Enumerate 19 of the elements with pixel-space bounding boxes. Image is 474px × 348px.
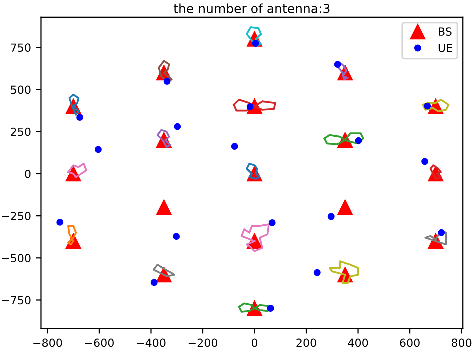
x-tick-label: −600 — [85, 338, 114, 348]
y-tick-label: −500 — [2, 254, 31, 263]
x-tick-label: 600 — [400, 338, 420, 348]
y-tick-label: 250 — [11, 128, 31, 136]
y-tick-label: −750 — [2, 296, 31, 305]
y-tick-label: −250 — [2, 212, 31, 220]
x-tick-label: 200 — [296, 338, 316, 348]
y-tick-label: 0 — [25, 170, 31, 178]
y-tick-label: 750 — [11, 44, 31, 52]
x-tick-label: −800 — [34, 338, 62, 348]
legend-label: BS — [439, 28, 452, 36]
x-tick-label: −400 — [137, 338, 166, 348]
chart-title: the number of antenna:3 — [174, 4, 330, 14]
legend-label: UE — [438, 44, 452, 52]
x-tick-label: −200 — [188, 338, 218, 348]
y-tick-label: 500 — [11, 86, 31, 94]
x-tick-label: 800 — [452, 338, 472, 348]
x-tick-label: 400 — [348, 338, 368, 348]
x-tick-label: 0 — [252, 338, 258, 348]
